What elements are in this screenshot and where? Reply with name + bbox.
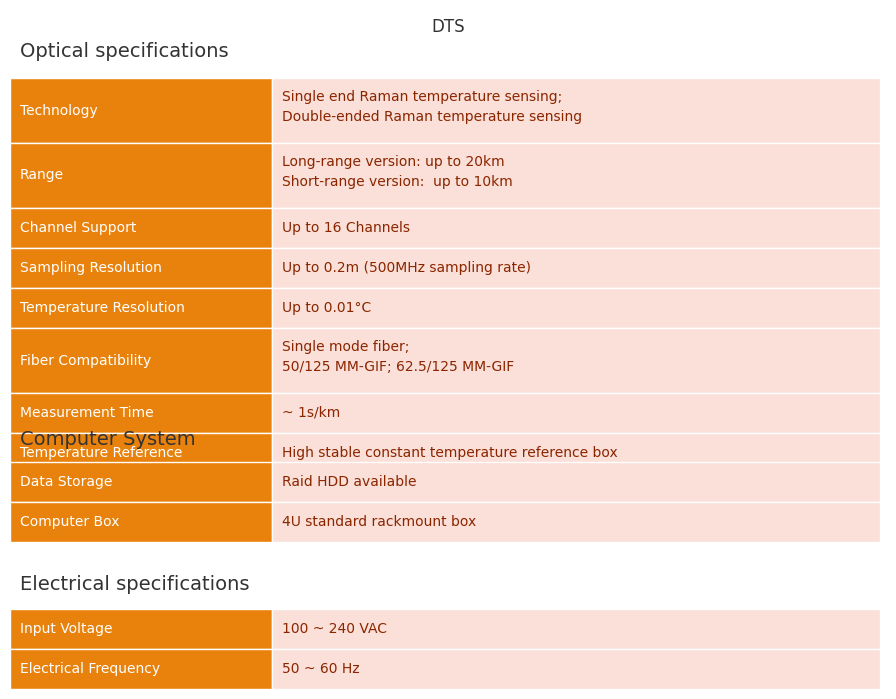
Text: 4U standard rackmount box: 4U standard rackmount box	[282, 515, 477, 529]
Bar	[10, 462, 272, 502]
Text: Single mode fiber;
50/125 MM-GIF; 62.5/125 MM-GIF: Single mode fiber; 50/125 MM-GIF; 62.5/1…	[282, 340, 514, 374]
Bar	[272, 248, 880, 288]
Bar	[272, 288, 880, 328]
Text: Electrical specifications: Electrical specifications	[20, 575, 249, 594]
Text: Fiber Compatibility: Fiber Compatibility	[20, 354, 151, 368]
Text: ~ 1s/km: ~ 1s/km	[282, 406, 340, 420]
Bar	[272, 502, 880, 542]
Bar	[10, 649, 272, 689]
Text: Long-range version: up to 20km
Short-range version:  up to 10km: Long-range version: up to 20km Short-ran…	[282, 154, 513, 189]
Text: Up to 16 Channels: Up to 16 Channels	[282, 221, 410, 235]
Bar	[10, 143, 272, 208]
Text: Temperature Reference: Temperature Reference	[20, 446, 183, 460]
Bar	[272, 328, 880, 393]
Text: Range: Range	[20, 168, 65, 182]
Text: Temperature Resolution: Temperature Resolution	[20, 301, 185, 315]
Bar	[10, 328, 272, 393]
Bar	[272, 143, 880, 208]
Text: Optical specifications: Optical specifications	[20, 42, 228, 61]
Text: High stable constant temperature reference box: High stable constant temperature referen…	[282, 446, 617, 460]
Text: Raid HDD available: Raid HDD available	[282, 475, 417, 489]
Text: Computer System: Computer System	[20, 430, 195, 449]
Bar	[10, 248, 272, 288]
Bar	[10, 393, 272, 433]
Bar	[272, 609, 880, 649]
Text: 100 ~ 240 VAC: 100 ~ 240 VAC	[282, 622, 387, 636]
Bar	[10, 208, 272, 248]
Text: 50 ~ 60 Hz: 50 ~ 60 Hz	[282, 662, 359, 676]
Text: Up to 0.2m (500MHz sampling rate): Up to 0.2m (500MHz sampling rate)	[282, 261, 531, 275]
Bar	[272, 649, 880, 689]
Text: Up to 0.01°C: Up to 0.01°C	[282, 301, 371, 315]
Bar	[272, 393, 880, 433]
Bar	[10, 288, 272, 328]
Text: Electrical Frequency: Electrical Frequency	[20, 662, 160, 676]
Text: Technology: Technology	[20, 103, 98, 117]
Text: Data Storage: Data Storage	[20, 475, 112, 489]
Text: DTS: DTS	[431, 18, 465, 36]
Bar	[10, 609, 272, 649]
Bar	[272, 462, 880, 502]
Bar	[10, 433, 272, 473]
Bar	[272, 433, 880, 473]
Bar	[10, 78, 272, 143]
Text: Channel Support: Channel Support	[20, 221, 136, 235]
Text: Measurement Time: Measurement Time	[20, 406, 153, 420]
Bar	[272, 78, 880, 143]
Text: Computer Box: Computer Box	[20, 515, 119, 529]
Text: Sampling Resolution: Sampling Resolution	[20, 261, 162, 275]
Text: Input Voltage: Input Voltage	[20, 622, 113, 636]
Text: Single end Raman temperature sensing;
Double-ended Raman temperature sensing: Single end Raman temperature sensing; Do…	[282, 89, 582, 124]
Bar	[10, 502, 272, 542]
Bar	[272, 208, 880, 248]
